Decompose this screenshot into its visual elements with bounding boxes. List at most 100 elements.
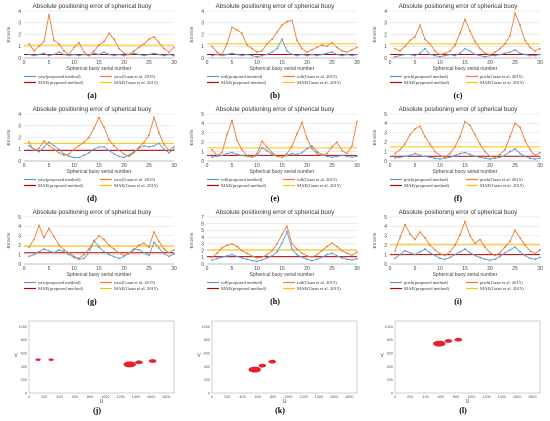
- data-point-guan: [336, 141, 338, 144]
- data-point-proposed: [93, 148, 95, 151]
- x-tick-label: 1800: [528, 395, 536, 399]
- data-point-guan: [296, 39, 298, 42]
- data-point-proposed: [356, 155, 358, 158]
- data-point-proposed: [241, 257, 243, 259]
- data-point-proposed: [261, 146, 263, 149]
- plot-frame: [394, 320, 541, 394]
- data-point-guan: [38, 45, 40, 48]
- data-point-proposed: [424, 47, 426, 50]
- data-point-guan: [469, 124, 471, 127]
- chart-title: Absolute positioning error of spherical …: [33, 106, 153, 113]
- data-point-proposed: [529, 157, 531, 160]
- y-tick-label: 600: [21, 352, 27, 356]
- y-tick-label: 400: [387, 365, 393, 369]
- data-point-proposed: [341, 257, 343, 259]
- x-axis-label: Spherical buoy serial number: [433, 169, 498, 175]
- x-axis-label: Spherical buoy serial number: [67, 169, 132, 175]
- data-point-proposed: [394, 157, 396, 160]
- data-point-guan: [281, 233, 283, 236]
- data-point-guan: [519, 24, 521, 26]
- data-point-proposed: [459, 152, 461, 155]
- data-point-guan: [504, 148, 506, 151]
- data-point-proposed: [321, 256, 323, 259]
- data-point-proposed: [419, 52, 421, 55]
- data-point-guan: [341, 149, 343, 152]
- data-point-guan: [424, 38, 426, 41]
- data-point-proposed: [113, 255, 115, 258]
- data-point-guan: [286, 152, 288, 155]
- data-point-guan: [409, 233, 411, 235]
- legend-entry: MAE(Guan et al. 2015): [114, 183, 158, 188]
- series-line-proposed: [28, 141, 175, 158]
- chart-title: Absolute positioning error of spherical …: [33, 209, 153, 216]
- data-point-proposed: [118, 155, 120, 158]
- data-point-guan: [33, 149, 35, 152]
- data-point-guan: [73, 148, 75, 151]
- data-point-guan: [336, 245, 338, 248]
- data-point-proposed: [479, 256, 481, 259]
- data-point-guan: [484, 52, 486, 55]
- data-point-guan: [351, 145, 353, 147]
- y-tick-label: 0: [384, 262, 387, 268]
- data-point-guan: [474, 242, 476, 245]
- data-point-guan: [286, 20, 288, 23]
- data-point-proposed: [103, 146, 105, 148]
- data-point-proposed: [28, 53, 30, 56]
- data-point-guan: [123, 153, 125, 155]
- x-tick-label: 25: [512, 60, 518, 66]
- data-point-guan: [499, 153, 501, 156]
- data-point-proposed: [316, 54, 318, 57]
- legend-entry: roll(proposed method): [221, 74, 263, 79]
- x-tick-label: 1600: [147, 395, 155, 399]
- chart-panel-i: Absolute positioning error of spherical …: [372, 209, 543, 306]
- y-tick-label: 4: [201, 121, 204, 127]
- legend-entry: MAE(proposed method): [38, 183, 84, 188]
- data-point-guan: [261, 256, 263, 259]
- data-point-proposed: [454, 253, 456, 256]
- legend-entry: pitch(proposed method): [404, 177, 448, 182]
- x-tick-label: 800: [87, 395, 93, 399]
- data-point-proposed: [514, 147, 516, 150]
- x-tick-label: 200: [41, 395, 47, 399]
- x-tick-label: 25: [146, 60, 152, 66]
- x-tick-label: 20: [487, 163, 493, 169]
- x-tick-label: 5: [231, 163, 234, 169]
- legend-entry: MAE(Guan et al. 2015): [114, 80, 158, 85]
- data-point-proposed: [439, 55, 441, 58]
- data-point-guan: [404, 223, 406, 226]
- data-point-guan: [241, 32, 243, 35]
- data-point-guan: [394, 152, 396, 155]
- legend-entry: MAE(Guan et al. 2015): [480, 183, 524, 188]
- data-point-guan: [399, 148, 401, 151]
- series-line-guan: [394, 220, 541, 257]
- data-point-guan: [311, 256, 313, 259]
- data-point-guan: [469, 234, 471, 237]
- data-point-proposed: [241, 154, 243, 157]
- y-tick-label: 1000: [385, 325, 393, 329]
- data-point-proposed: [509, 249, 511, 251]
- x-tick-label: 30: [354, 60, 360, 66]
- y-tick-label: 200: [204, 378, 210, 382]
- data-point-proposed: [276, 47, 278, 50]
- data-point-proposed: [504, 154, 506, 157]
- legend-entry: yaw(proposed method): [38, 280, 81, 285]
- y-tick-label: 3: [201, 21, 204, 27]
- data-point-guan: [331, 242, 333, 245]
- y-tick-label: 1: [384, 149, 387, 155]
- x-tick-label: 10: [254, 60, 260, 66]
- y-tick-label: 2: [18, 32, 21, 38]
- x-tick-label: 20: [121, 163, 127, 169]
- data-point-guan: [306, 137, 308, 140]
- series-line-proposed: [28, 51, 175, 57]
- x-tick-label: 10: [437, 163, 443, 169]
- x-tick-label: 400: [239, 395, 245, 399]
- data-point-guan: [108, 32, 110, 35]
- data-point-proposed: [326, 52, 328, 55]
- data-point-guan: [133, 249, 135, 251]
- y-tick-label: 0: [25, 392, 27, 396]
- data-point-guan: [534, 252, 536, 255]
- data-point-proposed: [53, 251, 55, 254]
- y-tick-label: 200: [21, 378, 27, 382]
- data-point-proposed: [311, 53, 313, 56]
- data-point-proposed: [211, 259, 213, 261]
